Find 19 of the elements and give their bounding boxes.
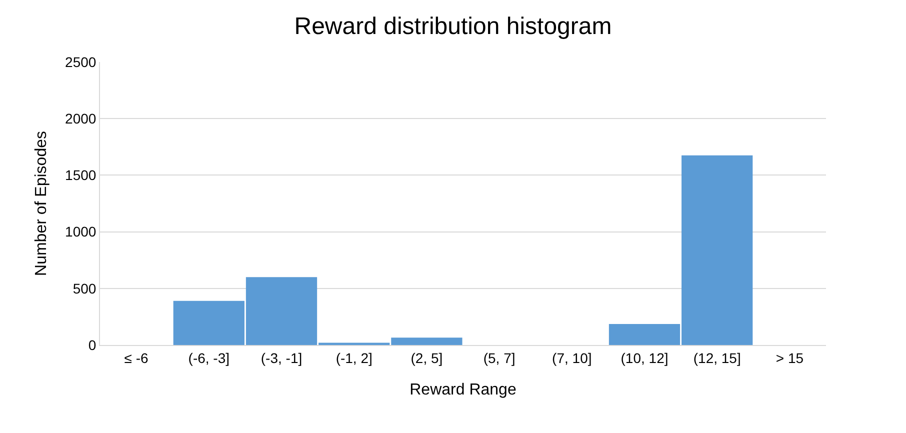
x-tick-label: ≤ -6: [124, 350, 149, 366]
y-tick-label: 1500: [65, 167, 96, 184]
y-axis-title: Number of Episodes: [32, 131, 50, 276]
y-tick-label: 500: [72, 280, 96, 296]
x-tick-label: (-6, -3]: [188, 350, 230, 366]
x-tick-label: (12, 15]: [693, 350, 741, 366]
x-tick-label: (-1, 2]: [336, 350, 372, 366]
chart-title: Reward distribution histogram: [294, 13, 612, 40]
x-tick-label: (10, 12]: [620, 350, 668, 366]
x-tick-label: > 15: [776, 350, 804, 366]
x-tick-label: (5, 7]: [483, 350, 516, 366]
x-axis-title: Reward Range: [410, 382, 516, 398]
y-tick-label: 2500: [65, 54, 96, 70]
x-tick-label: (7, 10]: [552, 350, 592, 366]
y-tick-label: 0: [88, 336, 96, 353]
x-tick-label: (-3, -1]: [260, 350, 302, 366]
x-tick-label: (2, 5]: [410, 350, 443, 366]
y-tick-label: 2000: [65, 110, 96, 126]
y-tick-label: 1000: [65, 224, 96, 240]
